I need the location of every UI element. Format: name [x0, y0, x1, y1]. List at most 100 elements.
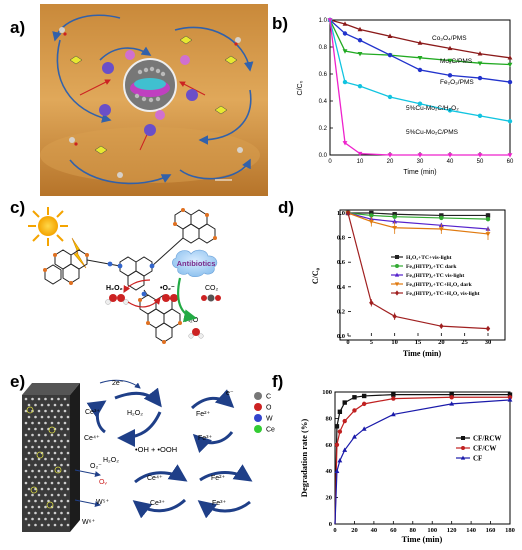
cathode-pore	[53, 415, 57, 419]
co2-label: CO₂	[205, 285, 219, 292]
chart-f-point	[334, 468, 340, 473]
e-legend-label: O	[266, 405, 272, 412]
cathode-pore	[37, 397, 41, 401]
chart-b-point	[477, 113, 483, 119]
cathode-pore	[44, 421, 47, 425]
panel-label-b: b)	[272, 14, 289, 33]
chart-d-legend-entry-2: Fe₃(HITP)₂+TC vis-light	[391, 272, 464, 279]
cathode-pore	[34, 499, 37, 503]
chart-d-ytick-label: 1.0	[337, 210, 345, 217]
cathode-pore	[24, 481, 28, 485]
chart-b-series-4	[327, 18, 513, 158]
chart-b-point	[342, 21, 348, 26]
chart-b-point	[417, 67, 423, 73]
chart-d-ytick-label: 0.4	[337, 284, 346, 291]
cathode-pore	[27, 403, 31, 407]
e-legend-dot	[254, 425, 262, 433]
chart-f-point	[391, 396, 396, 401]
chart-d-ytick-label: 0.0	[337, 333, 345, 340]
chart-b-xtick-label: 40	[447, 159, 454, 165]
chart-b-point	[477, 153, 483, 158]
cathode-pore	[57, 469, 60, 473]
chart-b-series-line	[329, 19, 510, 156]
chart-b-series-label-3: 5%Cu-Mo₂C/H₂O₂	[406, 105, 459, 112]
chart-f-xtick-label: 20	[351, 527, 358, 534]
chart-b-point	[387, 33, 393, 38]
cathode-vacancy-ring	[48, 426, 56, 434]
cathode-pore	[63, 493, 67, 497]
chart-f-series-2	[334, 397, 513, 525]
chart-b-series-3	[327, 17, 513, 124]
cathode-pore	[47, 451, 50, 455]
cathode-pore	[47, 499, 50, 503]
cathode-pore	[34, 415, 37, 419]
e-ce4-top: Ce⁴⁺	[84, 435, 100, 442]
cathode-pore	[47, 523, 50, 527]
cathode-pore	[37, 517, 41, 521]
cathode-pore	[57, 433, 60, 437]
cathode-pore	[47, 475, 50, 479]
chart-f-point	[390, 411, 396, 417]
cathode-pore	[53, 499, 57, 503]
cathode-pore	[66, 427, 70, 431]
chart-b-point	[417, 153, 423, 158]
chart-b-point	[447, 58, 453, 64]
chart-b-point	[477, 75, 483, 81]
cathode-pore	[50, 493, 54, 497]
cathode-pore	[24, 505, 28, 509]
chart-f-frame	[334, 391, 511, 525]
chart-f-xtick-label: 60	[390, 527, 397, 534]
chart-b-point	[417, 101, 423, 106]
cathode-pore	[57, 493, 60, 497]
e-legend-entry-0: C	[254, 392, 271, 401]
chart-d-legend-marker	[395, 255, 399, 259]
chart-d-point	[345, 210, 351, 216]
chart-b-point	[417, 56, 423, 61]
chart-d-legend-entry-0: H₂O₂+TC+vis-light	[391, 255, 452, 261]
chart-d-xlabel: Time (min)	[403, 349, 442, 358]
chart-f-point	[507, 397, 513, 402]
cathode-pore	[31, 481, 34, 485]
chart-b-series-line	[329, 19, 511, 59]
chart-b-point	[357, 26, 363, 32]
cathode-pore	[27, 451, 31, 455]
chart-f-series-line	[334, 399, 511, 525]
chart-b-point	[387, 94, 393, 100]
cathode-pore	[66, 415, 70, 419]
cathode-pore	[66, 403, 70, 407]
cathode-pore	[60, 403, 63, 407]
cathode-pore	[63, 469, 67, 473]
chart-b-point	[342, 49, 348, 54]
panel-label-e: e)	[10, 372, 26, 391]
cathode-pore	[53, 487, 57, 491]
chart-f-xtick-label: 120	[447, 527, 457, 534]
cathode-pore	[57, 517, 60, 521]
e-legend-label: Ce	[266, 427, 275, 434]
e-fe2-top: Fe²⁺	[196, 411, 211, 418]
chart-f-ytick-label: 80	[326, 415, 333, 422]
cathode-pore	[63, 505, 67, 509]
chart-d-legend-marker	[395, 264, 399, 268]
cathode-pore	[31, 433, 34, 437]
chart-b-series-line	[329, 19, 511, 66]
cathode-pore	[47, 415, 50, 419]
cathode-pore	[27, 427, 31, 431]
cathode-pore	[50, 421, 54, 425]
e-oh-radicals: •OH + •OOH	[135, 445, 177, 454]
chart-d-legend-label: Fe₃(HITP)₂+TC+H₂O₂ vis-light	[406, 290, 480, 297]
chart-f-point	[334, 424, 340, 429]
cathode-pore	[66, 451, 70, 455]
cathode-pore	[34, 439, 37, 443]
cathode-pore	[44, 409, 47, 413]
cathode-pore	[50, 433, 54, 437]
cathode-pore	[57, 445, 60, 449]
chart-f-ytick-label: 100	[322, 389, 332, 396]
cathode-pore	[60, 451, 63, 455]
chart-f-xtick-label: 160	[486, 527, 496, 534]
chart-f-xtick-label: 40	[371, 527, 378, 534]
cathode-pore	[24, 445, 28, 449]
chart-f-ytick-label: 40	[326, 468, 333, 475]
chart-f-point	[449, 395, 454, 400]
cathode-pore	[47, 487, 50, 491]
